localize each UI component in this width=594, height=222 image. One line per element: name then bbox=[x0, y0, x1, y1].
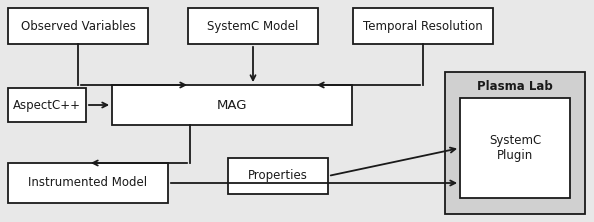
Text: SystemC Model: SystemC Model bbox=[207, 20, 299, 32]
Text: Properties: Properties bbox=[248, 170, 308, 182]
Text: MAG: MAG bbox=[217, 99, 247, 111]
Text: Plasma Lab: Plasma Lab bbox=[477, 79, 553, 93]
Text: Observed Variables: Observed Variables bbox=[21, 20, 135, 32]
Bar bbox=[228, 158, 328, 194]
Bar bbox=[8, 88, 86, 122]
Bar bbox=[188, 8, 318, 44]
Text: Temporal Resolution: Temporal Resolution bbox=[363, 20, 483, 32]
Bar bbox=[445, 72, 585, 214]
Bar bbox=[112, 85, 352, 125]
Text: AspectC++: AspectC++ bbox=[13, 99, 81, 111]
Bar bbox=[460, 98, 570, 198]
Bar bbox=[8, 163, 168, 203]
Bar bbox=[8, 8, 148, 44]
Text: Instrumented Model: Instrumented Model bbox=[29, 176, 147, 190]
Bar bbox=[353, 8, 493, 44]
Text: SystemC
Plugin: SystemC Plugin bbox=[489, 134, 541, 162]
